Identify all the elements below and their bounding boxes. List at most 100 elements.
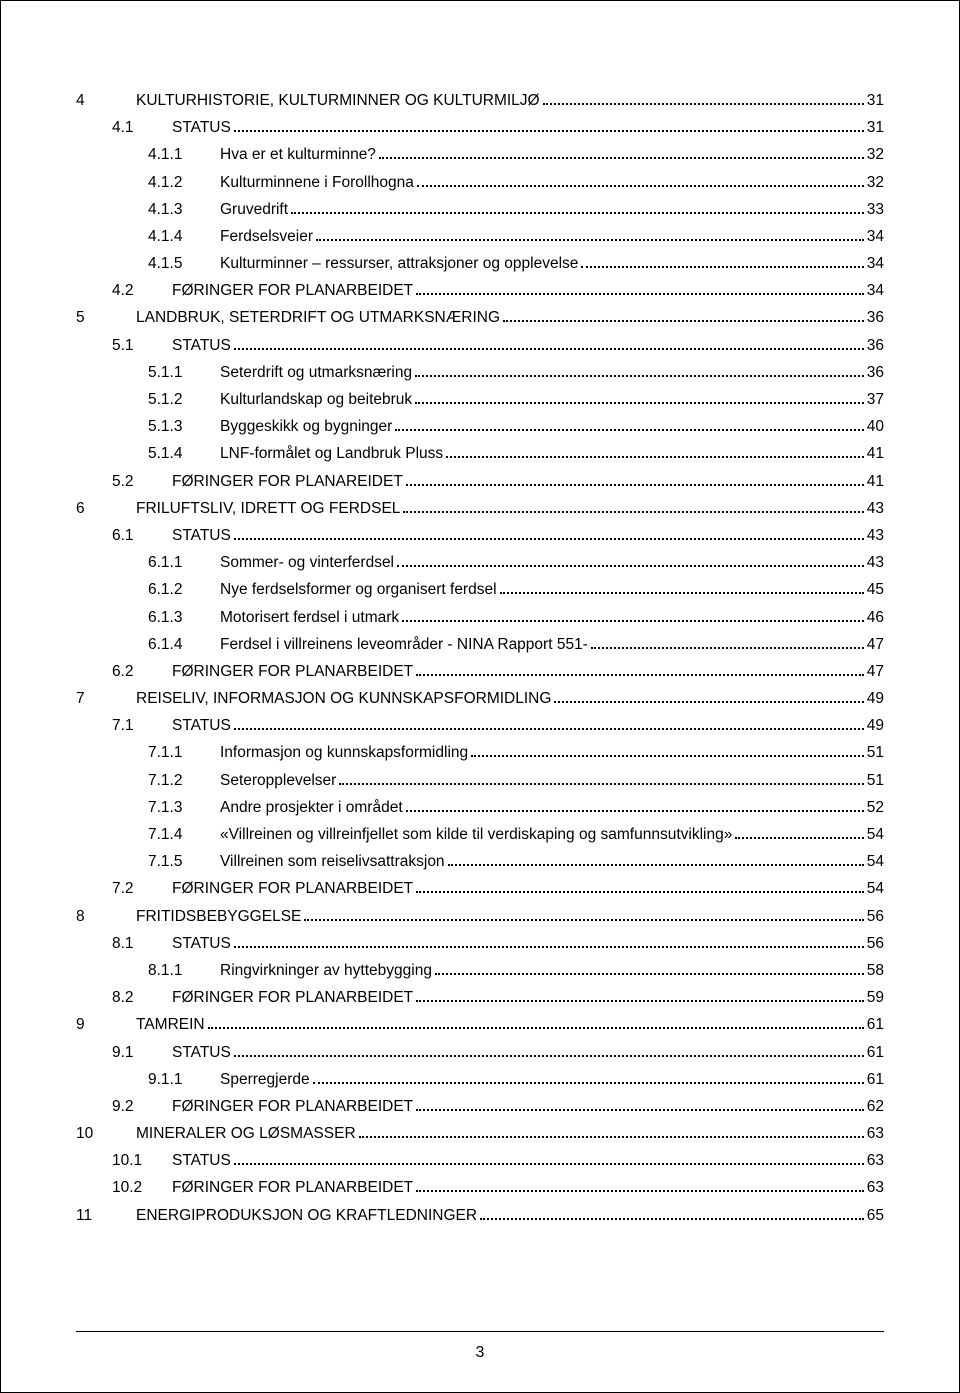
toc-entry-number: 5.1.2	[148, 391, 220, 409]
toc-entry-title: Kulturlandskap og beitebruk	[220, 391, 412, 409]
toc-entry-number: 10	[76, 1125, 136, 1143]
toc-entry-number: 10.2	[112, 1179, 172, 1197]
toc-entry-number: 6.1	[112, 527, 172, 545]
toc-entry-title: KULTURHISTORIE, KULTURMINNER OG KULTURMI…	[136, 92, 540, 110]
toc-entry-title: Ringvirkninger av hyttebygging	[220, 962, 432, 980]
toc-entry: 4.1.3Gruvedrift 33	[76, 200, 884, 227]
toc-leader-dots	[554, 689, 863, 703]
toc-entry-page: 49	[867, 717, 884, 735]
toc-entry: 4KULTURHISTORIE, KULTURMINNER OG KULTURM…	[76, 91, 884, 118]
toc-entry: 6.1.2Nye ferdselsformer og organisert fe…	[76, 580, 884, 607]
toc-entry-number: 5	[76, 309, 136, 327]
toc-entry-number: 7	[76, 690, 136, 708]
toc-entry-number: 7.1.3	[148, 799, 220, 817]
toc-entry-number: 6.2	[112, 663, 172, 681]
toc-leader-dots	[397, 553, 864, 567]
toc-leader-dots	[234, 1151, 864, 1165]
toc-entry-page: 45	[867, 581, 884, 599]
toc-entry-number: 4.2	[112, 282, 172, 300]
toc-entry: 11ENERGIPRODUKSJON OG KRAFTLEDNINGER 65	[76, 1206, 884, 1233]
toc-entry-number: 6.1.1	[148, 554, 220, 572]
toc-entry-page: 32	[867, 174, 884, 192]
toc-entry: 7REISELIV, INFORMASJON OG KUNNSKAPSFORMI…	[76, 689, 884, 716]
toc-leader-dots	[435, 961, 864, 975]
toc-entry-page: 51	[867, 744, 884, 762]
toc-entry-title: FØRINGER FOR PLANARBEIDET	[172, 880, 413, 898]
toc-entry-page: 31	[867, 119, 884, 137]
toc-entry-number: 9	[76, 1016, 136, 1034]
toc-entry-title: «Villreinen og villreinfjellet som kilde…	[220, 826, 732, 844]
toc-leader-dots	[581, 254, 863, 268]
toc-entry-number: 5.2	[112, 473, 172, 491]
toc-entry-page: 61	[867, 1016, 884, 1034]
toc-leader-dots	[234, 118, 864, 132]
document-page: 4KULTURHISTORIE, KULTURMINNER OG KULTURM…	[0, 0, 960, 1393]
toc-entry: 8.1STATUS 56	[76, 934, 884, 961]
toc-entry: 6.2FØRINGER FOR PLANARBEIDET 47	[76, 662, 884, 689]
toc-entry-page: 47	[867, 663, 884, 681]
toc-entry-number: 7.1.5	[148, 853, 220, 871]
toc-entry-page: 36	[867, 337, 884, 355]
toc-entry-title: STATUS	[172, 935, 231, 953]
toc-entry-page: 36	[867, 309, 884, 327]
toc-leader-dots	[416, 988, 864, 1002]
toc-entry: 4.1.1Hva er et kulturminne? 32	[76, 145, 884, 172]
toc-entry-number: 7.1.4	[148, 826, 220, 844]
toc-entry-page: 36	[867, 364, 884, 382]
toc-entry-title: Seterdrift og utmarksnæring	[220, 364, 412, 382]
toc-entry-page: 63	[867, 1152, 884, 1170]
toc-entry-title: Villreinen som reiselivsattraksjon	[220, 853, 445, 871]
toc-entry: 6FRILUFTSLIV, IDRETT OG FERDSEL 43	[76, 499, 884, 526]
toc-entry-title: FØRINGER FOR PLANARBEIDET	[172, 282, 413, 300]
toc-entry-number: 4.1	[112, 119, 172, 137]
toc-leader-dots	[416, 281, 864, 295]
toc-leader-dots	[234, 934, 864, 948]
toc-entry-title: Nye ferdselsformer og organisert ferdsel	[220, 581, 497, 599]
page-number: 3	[1, 1344, 959, 1362]
toc-entry-page: 49	[867, 690, 884, 708]
toc-entry: 7.2FØRINGER FOR PLANARBEIDET 54	[76, 879, 884, 906]
toc-entry-page: 40	[867, 418, 884, 436]
toc-entry: 9.1STATUS 61	[76, 1043, 884, 1070]
toc-entry-number: 6.1.3	[148, 609, 220, 627]
toc-entry-title: TAMREIN	[136, 1016, 205, 1034]
toc-entry: 5.1STATUS 36	[76, 336, 884, 363]
toc-entry-title: FØRINGER FOR PLANAREIDET	[172, 473, 403, 491]
toc-entry-number: 6	[76, 500, 136, 518]
toc-entry: 8.2FØRINGER FOR PLANARBEIDET 59	[76, 988, 884, 1015]
toc-leader-dots	[735, 825, 863, 839]
toc-entry-page: 61	[867, 1071, 884, 1089]
toc-entry-title: Seteropplevelser	[220, 772, 336, 790]
toc-leader-dots	[591, 635, 864, 649]
toc-entry: 7.1STATUS 49	[76, 716, 884, 743]
toc-entry-number: 4.1.1	[148, 146, 220, 164]
toc-leader-dots	[316, 227, 864, 241]
toc-entry-page: 31	[867, 92, 884, 110]
toc-entry-number: 9.2	[112, 1098, 172, 1116]
toc-leader-dots	[339, 771, 863, 785]
toc-leader-dots	[416, 1097, 864, 1111]
toc-entry-page: 43	[867, 500, 884, 518]
toc-entry-number: 4.1.4	[148, 228, 220, 246]
toc-entry-page: 52	[867, 799, 884, 817]
toc-leader-dots	[208, 1015, 864, 1029]
toc-entry: 7.1.4«Villreinen og villreinfjellet som …	[76, 825, 884, 852]
toc-entry-title: Kulturminner – ressurser, attraksjoner o…	[220, 255, 578, 273]
toc-leader-dots	[500, 580, 864, 594]
toc-entry: 9.1.1Sperregjerde 61	[76, 1070, 884, 1097]
toc-entry-page: 34	[867, 255, 884, 273]
toc-entry-title: Gruvedrift	[220, 201, 288, 219]
toc-entry-page: 51	[867, 772, 884, 790]
toc-entry-title: Informasjon og kunnskapsformidling	[220, 744, 468, 762]
toc-leader-dots	[446, 444, 864, 458]
toc-entry: 4.2FØRINGER FOR PLANARBEIDET 34	[76, 281, 884, 308]
toc-leader-dots	[480, 1206, 864, 1220]
toc-entry: 5.2FØRINGER FOR PLANAREIDET 41	[76, 472, 884, 499]
toc-entry-page: 41	[867, 473, 884, 491]
toc-leader-dots	[448, 852, 864, 866]
toc-leader-dots	[403, 499, 863, 513]
toc-entry-page: 46	[867, 609, 884, 627]
toc-entry: 4.1.5Kulturminner – ressurser, attraksjo…	[76, 254, 884, 281]
toc-leader-dots	[416, 662, 864, 676]
toc-entry-number: 5.1.1	[148, 364, 220, 382]
